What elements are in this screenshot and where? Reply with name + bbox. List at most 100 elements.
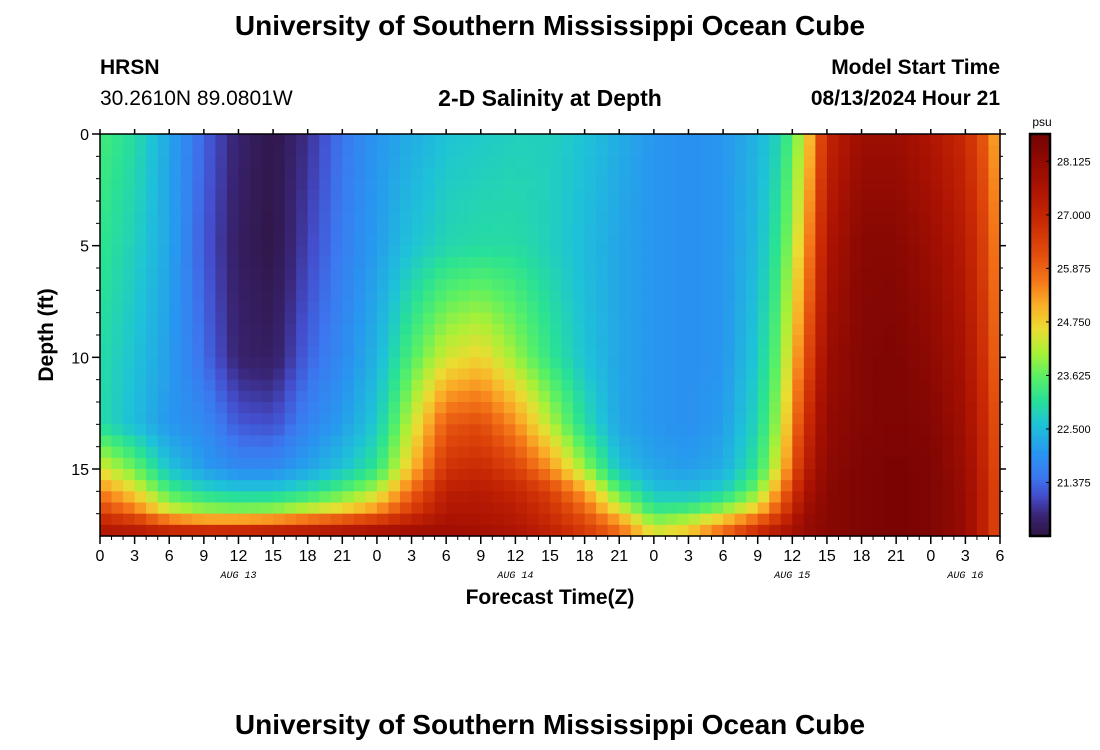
heatmap-cell — [792, 502, 805, 515]
heatmap-cell — [157, 234, 170, 247]
heatmap-cell — [423, 491, 436, 504]
heatmap-cell — [342, 189, 355, 202]
heatmap-cell — [757, 167, 770, 180]
colorbar-segment — [1030, 320, 1050, 324]
heatmap-cell — [757, 301, 770, 314]
heatmap-cell — [388, 457, 401, 470]
heatmap-cell — [757, 368, 770, 381]
colorbar-segment — [1030, 178, 1050, 181]
heatmap-cell — [700, 446, 713, 459]
heatmap-cell — [111, 290, 124, 303]
heatmap-cell — [111, 223, 124, 236]
heatmap-cell — [365, 413, 378, 425]
colorbar-segment — [1030, 435, 1050, 439]
heatmap-cell — [838, 390, 851, 403]
heatmap-cell — [561, 413, 574, 425]
heatmap-cell — [873, 268, 886, 280]
heatmap-cell — [284, 346, 297, 358]
heatmap-cell — [169, 390, 182, 403]
heatmap-cell — [261, 357, 274, 370]
x-tick-label: 12 — [230, 548, 248, 565]
heatmap-cell — [400, 256, 413, 269]
heatmap-cell — [411, 413, 424, 425]
heatmap-cell — [157, 346, 170, 358]
heatmap-cell — [884, 513, 897, 526]
heatmap-cell — [838, 301, 851, 314]
heatmap-cell — [953, 301, 966, 314]
heatmap-cell — [376, 223, 390, 236]
heatmap-cell — [988, 156, 1001, 169]
heatmap-cell — [630, 491, 643, 504]
heatmap-cell — [573, 480, 586, 492]
heatmap-cell — [919, 469, 932, 481]
heatmap-cell — [169, 201, 182, 213]
heatmap-cell — [711, 134, 724, 146]
heatmap-cell — [838, 245, 851, 258]
heatmap-cell — [515, 178, 528, 191]
heatmap-cell — [826, 256, 840, 269]
heatmap-cell — [769, 513, 782, 526]
heatmap-cell — [492, 435, 505, 448]
heatmap-cell — [965, 223, 978, 236]
heatmap-cell — [480, 245, 493, 258]
heatmap-cell — [630, 178, 643, 191]
heatmap-cell — [607, 245, 620, 258]
heatmap-cell — [307, 256, 320, 269]
heatmap-cell — [134, 368, 147, 381]
heatmap-cell — [573, 435, 586, 448]
heatmap-cell — [757, 413, 770, 425]
heatmap-cell — [250, 435, 263, 448]
heatmap-cell — [838, 368, 851, 381]
heatmap-cell — [411, 513, 424, 526]
heatmap-cell — [492, 480, 505, 492]
colorbar-segment — [1030, 443, 1050, 447]
colorbar-segment — [1030, 156, 1050, 159]
heatmap-cell — [261, 256, 274, 269]
heatmap-cell — [734, 513, 747, 526]
heatmap-cell — [734, 480, 747, 492]
heatmap-cell — [376, 279, 390, 291]
heatmap-cell — [307, 212, 320, 224]
heatmap-cell — [896, 335, 909, 347]
heatmap-cell — [942, 357, 955, 370]
heatmap-cell — [873, 323, 886, 336]
heatmap-cell — [838, 379, 851, 392]
heatmap-cell — [365, 469, 378, 481]
heatmap-cell — [723, 469, 736, 481]
heatmap-cell — [873, 390, 886, 403]
heatmap-cell — [676, 178, 690, 191]
heatmap-cell — [596, 290, 609, 303]
heatmap-cell — [365, 513, 378, 526]
heatmap-cell — [261, 323, 274, 336]
heatmap-cell — [100, 379, 113, 392]
heatmap-cell — [769, 290, 782, 303]
heatmap-cell — [953, 413, 966, 425]
colorbar-segment — [1030, 280, 1050, 284]
heatmap-cell — [157, 469, 170, 481]
colorbar-tick-label: 28.125 — [1057, 156, 1091, 168]
heatmap-cell — [469, 446, 482, 459]
heatmap-cell — [850, 167, 863, 180]
heatmap-cell — [515, 268, 528, 280]
heatmap-cell — [273, 201, 286, 213]
heatmap-cell — [169, 234, 182, 247]
heatmap-cell — [353, 323, 366, 336]
heatmap-cell — [411, 178, 424, 191]
heatmap-cell — [261, 402, 274, 414]
colorbar-segment — [1030, 355, 1050, 358]
heatmap-cell — [192, 480, 205, 492]
heatmap-cell — [919, 402, 932, 414]
heatmap-cell — [169, 480, 182, 492]
heatmap-cell — [538, 424, 551, 437]
heatmap-cell — [192, 234, 205, 247]
heatmap-cell — [803, 167, 816, 180]
heatmap-cell — [642, 524, 655, 537]
heatmap-cell — [873, 223, 886, 236]
heatmap-cell — [930, 268, 943, 280]
heatmap-cell — [746, 223, 759, 236]
heatmap-cell — [192, 335, 205, 347]
heatmap-cell — [411, 524, 424, 537]
heatmap-cell — [203, 290, 216, 303]
heatmap-cell — [653, 323, 666, 336]
day-label: AUG 15 — [773, 571, 810, 582]
